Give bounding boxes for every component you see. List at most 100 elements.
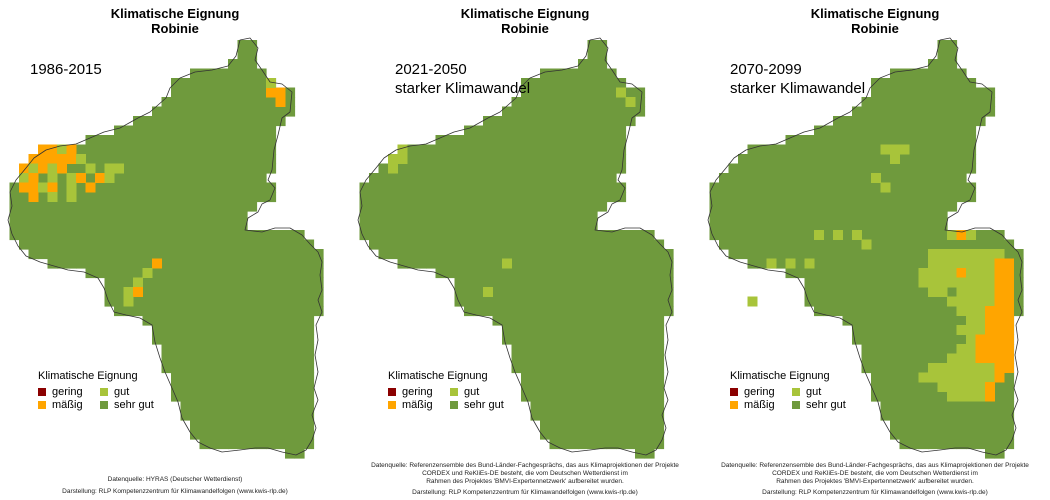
grid-cell-sehr-gut (644, 344, 655, 355)
grid-cell-sehr-gut (114, 192, 125, 203)
suitability-map (357, 37, 674, 459)
grid-cell-sehr-gut (871, 306, 882, 317)
grid-cell-sehr-gut (956, 154, 967, 165)
grid-cell-sehr-gut (871, 78, 882, 89)
grid-cell-sehr-gut (123, 249, 134, 260)
grid-cell-sehr-gut (209, 68, 220, 79)
grid-cell-sehr-gut (635, 382, 646, 393)
grid-cell-sehr-gut (871, 249, 882, 260)
grid-cell-sehr-gut (795, 211, 806, 222)
grid-cell-sehr-gut (606, 391, 617, 402)
grid-cell-sehr-gut (994, 239, 1005, 250)
grid-cell-sehr-gut (256, 344, 267, 355)
grid-cell-sehr-gut (899, 173, 910, 184)
grid-cell-sehr-gut (937, 439, 948, 450)
grid-cell-sehr-gut (578, 201, 589, 212)
grid-cell-sehr-gut (776, 163, 787, 174)
grid-cell-sehr-gut (397, 201, 408, 212)
grid-cell-sehr-gut (606, 372, 617, 383)
grid-cell-sehr-gut (654, 296, 665, 307)
grid-cell-sehr-gut (530, 201, 541, 212)
grid-cell-sehr-gut (435, 249, 446, 260)
grid-cell-sehr-gut (928, 353, 939, 364)
grid-cell-sehr-gut (644, 382, 655, 393)
grid-cell-sehr-gut (719, 220, 730, 231)
grid-cell-sehr-gut (928, 230, 939, 241)
grid-cell-sehr-gut (473, 163, 484, 174)
grid-cell-gut (975, 363, 986, 373)
grid-cell-sehr-gut (549, 125, 560, 136)
grid-cell-sehr-gut (890, 334, 901, 345)
grid-cell-sehr-gut (540, 230, 551, 241)
grid-cell-sehr-gut (256, 258, 267, 269)
grid-cell-sehr-gut (785, 182, 796, 193)
grid-cell-sehr-gut (880, 163, 891, 174)
grid-cell-sehr-gut (738, 230, 749, 241)
grid-cell-sehr-gut (985, 97, 996, 108)
grid-cell-sehr-gut (956, 420, 967, 431)
grid-cell-sehr-gut (114, 239, 125, 250)
grid-cell-sehr-gut (549, 258, 560, 269)
grid-cell-sehr-gut (776, 239, 787, 250)
grid-cell-sehr-gut (152, 268, 163, 279)
grid-cell-sehr-gut (804, 287, 815, 298)
grid-cell-sehr-gut (435, 144, 446, 155)
grid-cell-sehr-gut (416, 163, 427, 174)
grid-cell-sehr-gut (454, 268, 465, 279)
grid-cell-sehr-gut (209, 268, 220, 279)
grid-cell-sehr-gut (266, 97, 277, 108)
grid-cell-sehr-gut (123, 144, 134, 155)
grid-cell-sehr-gut (928, 68, 939, 79)
grid-cell-gut (947, 296, 957, 307)
grid-cell-sehr-gut (937, 429, 948, 440)
grid-cell-sehr-gut (369, 211, 380, 222)
grid-cell-sehr-gut (85, 154, 96, 165)
grid-cell-sehr-gut (587, 182, 598, 193)
grid-cell-sehr-gut (1004, 239, 1015, 250)
grid-cell-sehr-gut (190, 144, 201, 155)
grid-cell-sehr-gut (880, 382, 891, 393)
grid-cell-sehr-gut (597, 87, 608, 98)
grid-cell-sehr-gut (578, 420, 589, 431)
grid-cell-gut (956, 353, 967, 364)
grid-cell-sehr-gut (928, 439, 939, 450)
grid-cell-sehr-gut (814, 201, 825, 212)
grid-cell-sehr-gut (559, 287, 570, 298)
grid-cell-sehr-gut (823, 173, 834, 184)
grid-cell-sehr-gut (766, 249, 777, 260)
grid-cell-sehr-gut (152, 125, 163, 136)
grid-cell-sehr-gut (890, 306, 901, 317)
grid-cell-sehr-gut (833, 306, 844, 317)
grid-cell-sehr-gut (304, 353, 315, 364)
grid-cell-gut (966, 277, 976, 288)
grid-cell-gut (833, 230, 843, 240)
grid-cell-sehr-gut (294, 287, 305, 298)
legend: Klimatische Eignung gering gut mäßig seh… (730, 370, 862, 411)
grid-cell-sehr-gut (426, 239, 437, 250)
grid-cell-sehr-gut (247, 239, 258, 250)
grid-cell-gut (928, 258, 938, 269)
grid-cell-sehr-gut (833, 135, 844, 146)
grid-cell-sehr-gut (209, 410, 220, 421)
grid-cell-sehr-gut (785, 144, 796, 155)
legend-item-gut: gut (100, 386, 170, 398)
grid-cell-sehr-gut (511, 239, 522, 250)
grid-cell-gut (985, 249, 995, 259)
grid-cell-sehr-gut (899, 116, 910, 127)
grid-cell-sehr-gut (559, 306, 570, 317)
grid-cell-sehr-gut (199, 353, 210, 364)
grid-cell-sehr-gut (237, 315, 248, 326)
swatch-maessig (388, 401, 396, 409)
grid-cell-sehr-gut (190, 325, 201, 336)
grid-cell-sehr-gut (28, 211, 39, 222)
grid-cell-sehr-gut (199, 372, 210, 383)
grid-cell-sehr-gut (587, 353, 598, 364)
grid-cell-sehr-gut (142, 315, 153, 326)
grid-cell-sehr-gut (426, 249, 437, 260)
grid-cell-sehr-gut (549, 296, 560, 307)
grid-cell-sehr-gut (142, 220, 153, 231)
grid-cell-maessig (1004, 287, 1014, 297)
grid-cell-sehr-gut (266, 401, 277, 412)
grid-cell-sehr-gut (937, 239, 948, 250)
grid-cell-sehr-gut (937, 410, 948, 421)
